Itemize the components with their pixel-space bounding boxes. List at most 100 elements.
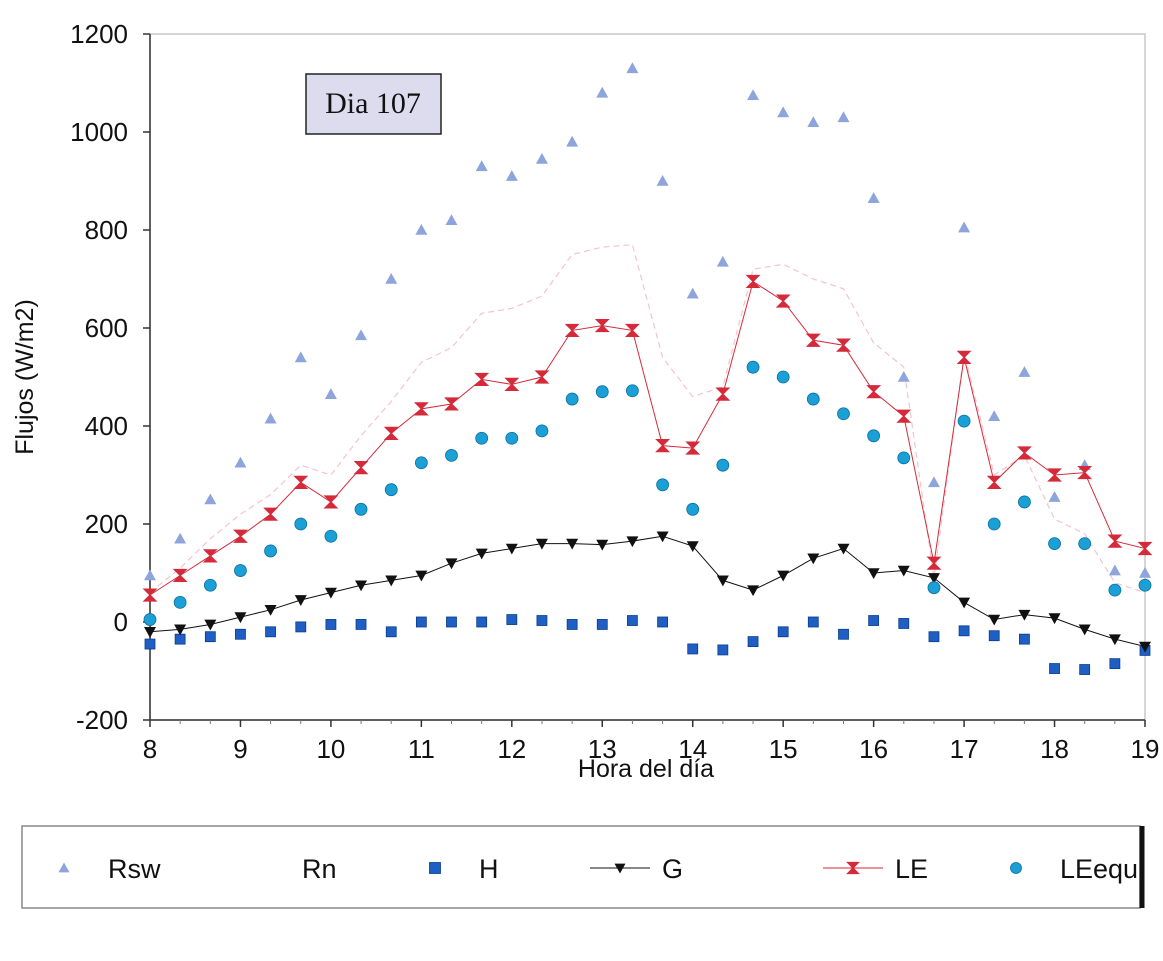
x-tick-label: 12 xyxy=(497,734,526,764)
point-g xyxy=(686,541,699,553)
annotation-box: Dia 107 xyxy=(305,73,442,135)
point-rsw xyxy=(355,329,368,341)
x-tick-label: 9 xyxy=(233,734,247,764)
point-leequ xyxy=(475,431,489,445)
point-leequ xyxy=(927,581,941,595)
point-rsw xyxy=(1108,564,1121,576)
point-rsw xyxy=(385,273,398,284)
point-leequ xyxy=(957,414,971,428)
point-leequ xyxy=(414,456,428,470)
point-rsw xyxy=(686,287,699,299)
y-tick-label: 800 xyxy=(85,215,128,245)
point-rsw xyxy=(505,170,518,181)
legend-label-le: LE xyxy=(895,854,928,884)
point-leequ xyxy=(354,502,368,516)
annotation-text: Dia 107 xyxy=(325,87,421,120)
point-h xyxy=(506,614,518,625)
point-g xyxy=(204,619,217,631)
y-tick-label: 600 xyxy=(85,313,128,343)
point-le xyxy=(594,318,610,333)
point-rsw xyxy=(867,192,880,203)
x-tick-label: 17 xyxy=(950,734,979,764)
point-le xyxy=(805,333,821,347)
point-leequ xyxy=(505,431,519,445)
series-markers xyxy=(142,62,1153,675)
point-h xyxy=(898,618,910,629)
point-leequ xyxy=(686,502,700,516)
point-leequ xyxy=(445,448,458,462)
series-g xyxy=(144,531,1151,653)
point-g xyxy=(566,538,579,550)
point-rsw xyxy=(656,175,669,186)
point-le xyxy=(655,439,671,453)
point-le xyxy=(986,475,1002,489)
point-g xyxy=(475,548,488,560)
point-g xyxy=(234,612,247,624)
series-line-g xyxy=(149,535,1146,647)
point-h xyxy=(717,644,729,656)
point-le xyxy=(1077,465,1093,480)
point-h xyxy=(144,638,156,650)
point-le xyxy=(926,556,942,570)
point-rsw xyxy=(958,221,971,233)
x-axis-title: Hora del día xyxy=(578,755,714,783)
legend-marker-rsw xyxy=(58,862,70,873)
point-leequ xyxy=(897,451,911,465)
point-g xyxy=(505,543,518,555)
point-le xyxy=(383,426,399,440)
point-g xyxy=(1048,613,1061,625)
point-h xyxy=(476,616,488,628)
series-rsw xyxy=(144,62,1151,581)
point-le xyxy=(504,377,520,391)
point-leequ xyxy=(1078,537,1092,550)
point-rsw xyxy=(294,351,307,363)
point-rsw xyxy=(566,135,579,147)
x-tick-label: 14 xyxy=(678,734,707,764)
point-rsw xyxy=(777,106,790,118)
legend-frame xyxy=(21,825,1141,909)
legend-label-leequ: LEequ xyxy=(1060,854,1138,884)
point-le xyxy=(564,323,580,338)
point-h xyxy=(1019,633,1030,645)
point-leequ xyxy=(1018,495,1031,509)
point-le xyxy=(685,441,701,455)
legend-marker-le xyxy=(846,861,860,875)
point-g xyxy=(174,624,187,636)
legend-marker-leequ xyxy=(1010,862,1022,874)
legend-label-g: G xyxy=(662,854,683,884)
point-h xyxy=(1109,658,1121,670)
point-h xyxy=(928,631,940,643)
y-tick-label: 1200 xyxy=(70,19,128,49)
x-tick-label: 16 xyxy=(859,734,888,764)
point-rsw xyxy=(415,224,428,235)
y-tick-label: -200 xyxy=(76,705,128,735)
point-g xyxy=(927,573,940,584)
point-rsw xyxy=(1048,491,1061,502)
point-g xyxy=(1018,609,1031,621)
point-rsw xyxy=(324,388,337,399)
point-g xyxy=(596,539,609,551)
point-g xyxy=(1078,624,1091,636)
point-h xyxy=(355,619,367,630)
point-h xyxy=(807,616,819,628)
point-leequ xyxy=(324,529,338,543)
point-rsw xyxy=(897,371,910,382)
y-tick-label: 200 xyxy=(85,509,128,539)
point-leequ xyxy=(1138,578,1152,592)
point-h xyxy=(415,616,427,628)
point-g xyxy=(415,570,428,582)
x-tick-label: 8 xyxy=(143,734,157,764)
series-lines xyxy=(149,244,1146,647)
point-le xyxy=(896,409,912,423)
legend-marker-h xyxy=(429,862,441,874)
point-rsw xyxy=(837,111,850,123)
point-h xyxy=(687,643,699,655)
point-rsw xyxy=(716,255,729,267)
legend-label-rsw: Rsw xyxy=(108,854,161,884)
point-le xyxy=(624,323,640,338)
point-g xyxy=(626,536,639,548)
point-leequ xyxy=(143,613,157,626)
point-h xyxy=(596,619,608,630)
x-tick-label: 10 xyxy=(316,734,345,764)
y-tick-label: 400 xyxy=(85,411,128,441)
